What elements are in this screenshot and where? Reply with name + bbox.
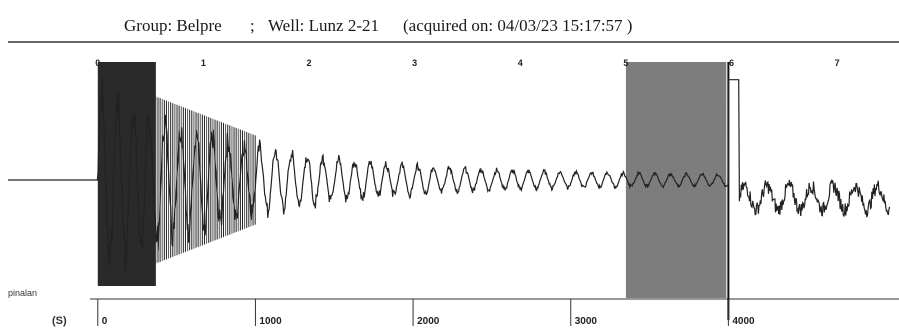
top-tick-label: 2 xyxy=(307,58,312,68)
top-tick-label: 5 xyxy=(623,58,628,68)
top-tick-label: 7 xyxy=(835,58,840,68)
group-label: Group: Belpre xyxy=(124,16,222,35)
top-tick-label: 3 xyxy=(412,58,417,68)
well-label: Well: Lunz 2-21 xyxy=(268,16,379,35)
top-tick-label: 4 xyxy=(518,58,523,68)
left-bottom-label: pinalan xyxy=(8,288,37,298)
header: Group: Belpre ; Well: Lunz 2-21 (acquire… xyxy=(0,8,899,44)
bottom-tick-label: 1000 xyxy=(259,316,282,327)
top-tick-label: 6 xyxy=(729,58,734,68)
bottom-tick-label: 2000 xyxy=(417,316,440,327)
bottom-tick-label: 4000 xyxy=(732,316,755,327)
bottom-tick-label: 0 xyxy=(102,316,108,327)
noise-box xyxy=(625,62,727,298)
acquired-label: (acquired on: 04/03/23 15:17:57 ) xyxy=(403,16,633,35)
header-separator: ; xyxy=(250,16,255,35)
top-tick-label: 1 xyxy=(201,58,206,68)
top-tick-label: 0 xyxy=(95,58,100,68)
bottom-tick-label: 3000 xyxy=(575,316,598,327)
left-axis-label: (S) xyxy=(52,315,67,327)
waveform-trace xyxy=(8,75,891,275)
